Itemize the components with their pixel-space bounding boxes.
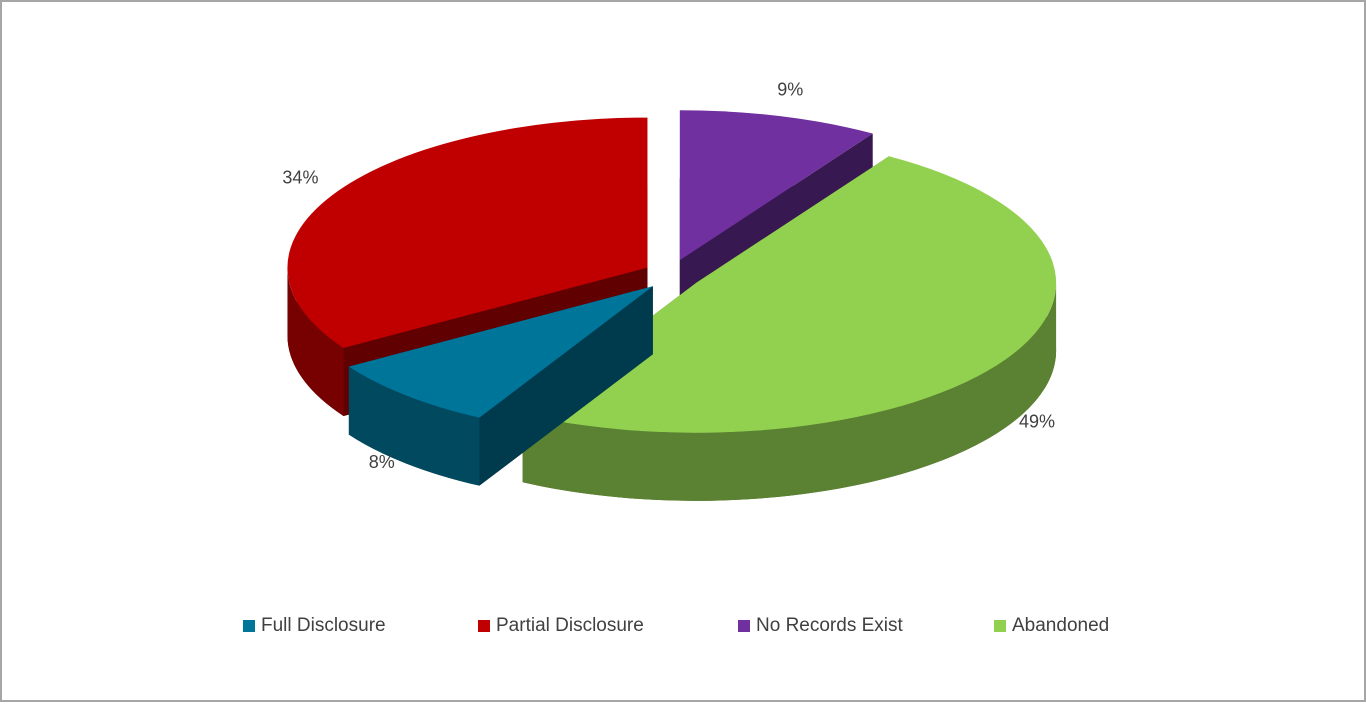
legend-swatch	[994, 620, 1006, 632]
slice	[679, 110, 873, 261]
legend-swatch	[478, 620, 490, 632]
legend-label: Abandoned	[1012, 615, 1109, 636]
slice-wall	[522, 282, 1057, 501]
data-label: 8%	[369, 452, 395, 472]
slice	[287, 117, 648, 348]
slice-wall	[287, 267, 344, 416]
legend-label: Partial Disclosure	[496, 615, 644, 636]
data-label: 9%	[777, 80, 803, 100]
data-label: 49%	[1019, 412, 1055, 432]
data-label: 34%	[282, 167, 318, 187]
legend-swatch	[243, 620, 255, 632]
legend-label: Full Disclosure	[261, 615, 386, 636]
legend-label: No Records Exist	[756, 615, 903, 636]
slice	[348, 286, 653, 418]
slice-wall	[348, 366, 480, 486]
slice	[522, 156, 1057, 433]
legend-swatch	[738, 620, 750, 632]
